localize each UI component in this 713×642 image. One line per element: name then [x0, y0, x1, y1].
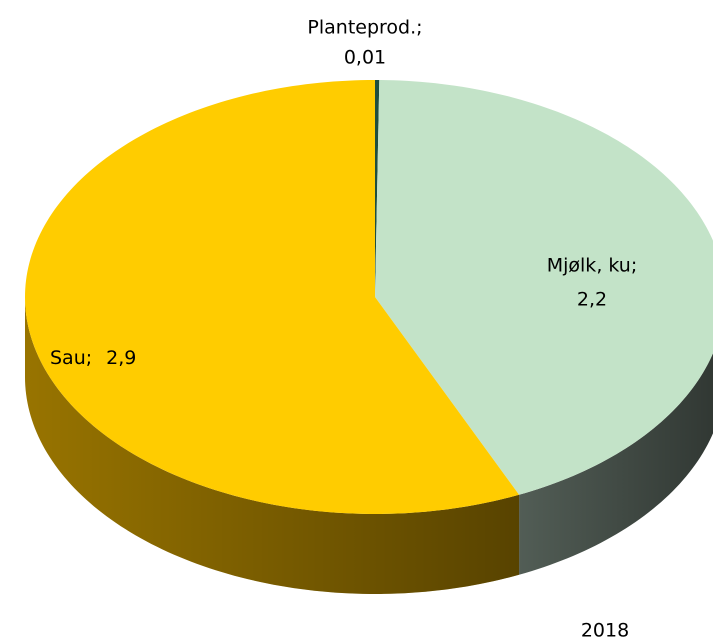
slice-side-shade [519, 353, 713, 575]
slice-label-name: Sau; [50, 347, 92, 369]
slice-label-name: Planteprod.; [307, 17, 422, 39]
pie-sides [25, 297, 713, 594]
slice-side-shade [25, 297, 520, 594]
slice [375, 80, 380, 297]
pie-tops [25, 80, 713, 514]
slice-label-value: 2,9 [106, 347, 136, 369]
slice-label-value: 2,2 [577, 289, 607, 311]
labels: Planteprod.; 0,01 Mjølk, ku; 2,2 Sau; 2,9 [50, 17, 637, 369]
year-annotation: 2018 [581, 620, 629, 642]
slice [25, 80, 520, 514]
slice-label-name: Mjølk, ku; [547, 255, 638, 277]
slice-label: Sau; 2,9 [50, 347, 136, 369]
slice [375, 80, 713, 495]
slice-label-value: 0,01 [344, 47, 386, 69]
